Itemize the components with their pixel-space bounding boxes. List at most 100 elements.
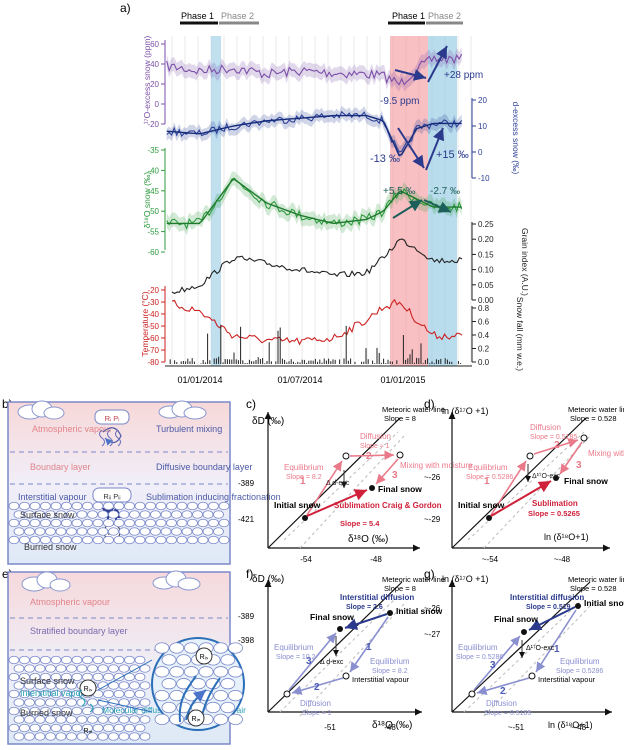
snow-grain <box>8 655 20 665</box>
dexc-axis-label: d-excess snow (‰) <box>511 102 521 175</box>
snow-grain <box>213 510 224 519</box>
snow-grain <box>213 666 229 678</box>
d-final-label: Final snow <box>564 476 608 486</box>
g-equilibrium-r-label: Equilibrium <box>560 657 600 666</box>
snow-grain <box>208 518 219 528</box>
boundary-label: Boundary layer <box>30 462 91 472</box>
snow-grain <box>92 672 104 682</box>
axis-tick-label: 10 <box>478 122 487 131</box>
g-xtick: ~-48 <box>570 723 587 732</box>
snow-grain <box>202 510 214 519</box>
snow-grain <box>134 689 146 699</box>
g-int-vapour-label: Interstitial vapour <box>538 675 596 684</box>
cloud-icon <box>158 400 207 420</box>
snow-grain <box>181 527 193 536</box>
stratified-label: Stratified boundary layer <box>30 626 128 636</box>
g-dashed-ref <box>463 595 587 713</box>
snow-grain <box>45 732 56 741</box>
temp-axis-ticks: -20 -30 -40 -50 -60 -70 -80 <box>147 286 165 367</box>
snow-grain <box>97 664 109 673</box>
snow-grain <box>8 518 20 528</box>
snow-grain <box>13 698 25 707</box>
snow-grain <box>66 732 77 741</box>
d-sublimation-label: Sublimation <box>532 499 578 508</box>
d-num-1: 1 <box>484 476 490 487</box>
snow-grain <box>108 732 119 741</box>
snow-grain <box>134 655 146 665</box>
snow-grain <box>82 655 93 665</box>
snow-grain <box>19 689 30 699</box>
snow-grain <box>108 510 119 519</box>
snow-grain <box>220 678 236 690</box>
f-interstitial-label: Interstitial diffusion <box>340 593 414 602</box>
snow-grain <box>76 732 88 741</box>
axis-tick-label: 0.25 <box>478 220 494 229</box>
d18o-up-annotation: +5.5 ‰ <box>383 186 416 197</box>
snow-grain <box>145 501 156 511</box>
snow-grain <box>118 715 130 724</box>
snow-grain <box>8 501 20 511</box>
c-x-label: δ¹⁸O (‰) <box>348 534 388 545</box>
f-y-label: δD (‰) <box>252 574 284 585</box>
snow-grain <box>108 527 119 536</box>
snow-grain <box>228 689 243 702</box>
snow-grain <box>183 642 199 654</box>
uncertainty-band <box>166 171 462 236</box>
d-sublimation-slope: Slope = 0.5265 <box>528 509 580 518</box>
snow-grain <box>40 518 51 528</box>
g-int-vapour-point <box>528 672 536 680</box>
o17-down-annotation: -9.5 ppm <box>380 96 419 107</box>
g-num-3: 3 <box>490 660 496 671</box>
smoothed-line <box>166 114 462 157</box>
snow-grain <box>66 698 77 707</box>
d-initial-point <box>486 515 492 521</box>
snow-grain <box>150 527 161 536</box>
snow-grain <box>40 689 51 699</box>
snow-grain <box>50 706 62 716</box>
f-equilibrium-l-slope: Slope = 10.2 <box>276 654 316 661</box>
snow-grain <box>155 535 167 545</box>
f-equilibrium-r-label: Equilibrium <box>370 657 410 666</box>
snow-grain <box>113 723 125 733</box>
phase2-band-2015 <box>428 36 457 366</box>
f-num-3: 3 <box>306 656 312 667</box>
snow-grain <box>29 518 41 528</box>
snow-grain <box>13 715 25 724</box>
g-delta-exc: Δ¹⁷O-exc <box>526 645 555 652</box>
snow-grain <box>103 706 114 716</box>
snow-grain <box>92 535 104 545</box>
snow-grain <box>139 698 151 707</box>
snow-grain <box>129 510 140 519</box>
f-dashed-ref <box>299 603 405 717</box>
r-s-text: Rᵢₛ <box>84 686 93 693</box>
f-mwl-label: Meteoric water line <box>382 575 445 584</box>
r-atm-badge <box>94 409 130 425</box>
snow-grain <box>113 689 125 699</box>
snow-grain <box>50 689 62 699</box>
f-meteoric-line <box>267 581 403 713</box>
d-equilibrium-label: Equilibrium <box>468 463 508 472</box>
f-xtick: -51 <box>324 723 336 732</box>
axis-tick-label: -40 <box>147 310 159 319</box>
atm-vapour-label-e: Atmospheric vapour <box>30 597 110 607</box>
snow-grain <box>29 706 41 716</box>
snow-grain <box>29 501 41 511</box>
snow-grain <box>129 681 140 690</box>
snow-grain <box>24 681 35 690</box>
d-mixing-arrow <box>559 441 583 475</box>
snow-grain <box>113 501 125 511</box>
snow-grain <box>129 698 140 707</box>
snow-grain <box>24 715 35 724</box>
c-point <box>396 451 404 459</box>
g-y-label: ln (δ¹⁷O +1) <box>442 574 489 584</box>
g-mwl-slope: Slope = 0.528 <box>570 584 617 593</box>
cloud-icon <box>17 400 65 420</box>
d-x-label: ln (δ¹⁸O+1) <box>544 532 589 542</box>
snow-grain <box>29 535 41 545</box>
panel-c-diagram: c) δD (‰) δ¹⁸O (‰) -389 -421 -54 -48 Met… <box>238 397 473 564</box>
interstitial-label-e: Interstitial vapour <box>20 688 89 698</box>
grain-axis-label: Grain index (A.U.) <box>520 228 530 296</box>
axis-tick-label: -40 <box>147 166 159 175</box>
panel-f-label: f) <box>246 567 253 581</box>
d-initial-label: Initial snow <box>458 500 505 510</box>
